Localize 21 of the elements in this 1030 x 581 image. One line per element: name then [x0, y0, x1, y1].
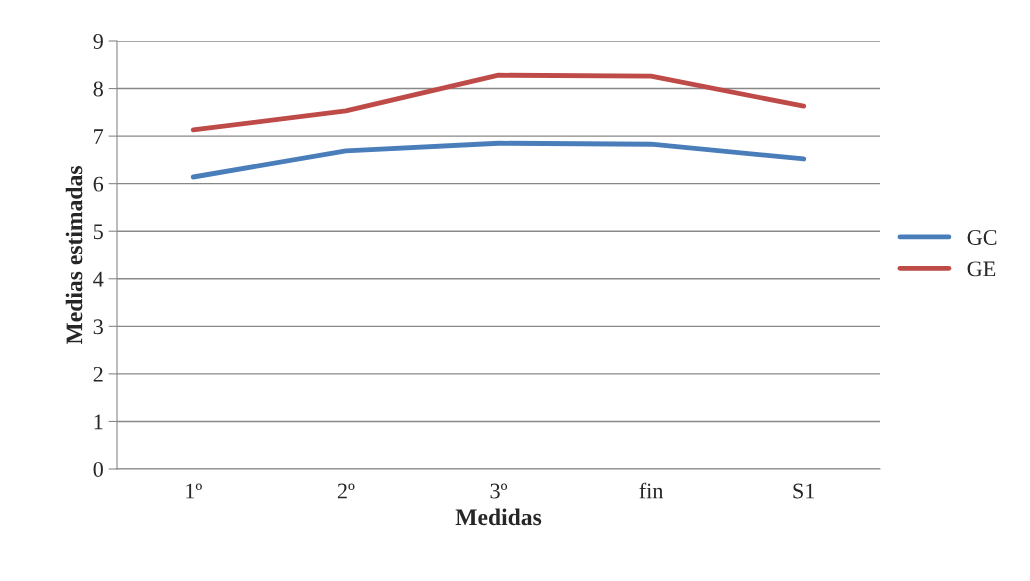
line-series [190, 72, 807, 133]
legend-label: GC [967, 230, 997, 245]
y-tick-label: 4 [93, 271, 104, 287]
line-series [190, 140, 807, 180]
x-axis-title: Medidas [455, 508, 542, 526]
y-tick-label: 6 [93, 176, 104, 192]
y-tick-label: 0 [93, 461, 103, 477]
y-tick-label: 7 [94, 129, 104, 144]
x-tick-label: 2º [337, 483, 355, 499]
x-tick-label: fin [639, 482, 664, 499]
y-tick-label: 8 [93, 81, 103, 97]
legend-label: GE [967, 261, 996, 277]
y-tick-label: 3 [93, 319, 103, 335]
y-tick-label: 2 [93, 366, 103, 382]
x-tick-label: S1 [793, 483, 815, 499]
y-axis-title: Medias estimadas [65, 166, 83, 345]
x-tick-label: 1º [186, 483, 202, 499]
y-tick-label: 1 [94, 414, 103, 430]
x-tick-label: 3º [490, 483, 508, 499]
y-tick-label: 5 [93, 224, 103, 240]
y-tick-label: 9 [93, 33, 103, 49]
